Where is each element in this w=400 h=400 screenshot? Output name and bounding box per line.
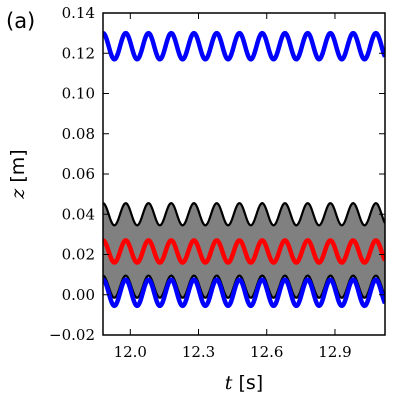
x-tick-label: 12.3 xyxy=(182,343,215,361)
y-axis-variable: z xyxy=(7,188,29,200)
x-axis-unit: [s] xyxy=(232,372,263,394)
y-tick-label: −0.02 xyxy=(49,326,95,344)
x-tick-label: 12.0 xyxy=(114,343,147,361)
x-axis-variable: t xyxy=(225,372,233,394)
y-tick-label: 0.14 xyxy=(62,4,95,22)
y-axis-title: z [m] xyxy=(7,149,29,199)
y-tick-label: 0.08 xyxy=(62,125,95,143)
y-tick-label: 0.10 xyxy=(62,85,95,103)
panel-label: (a) xyxy=(6,9,35,33)
series-line-1 xyxy=(103,30,385,62)
series-line-3 xyxy=(103,277,385,309)
x-axis-title: t [s] xyxy=(225,372,263,394)
axis-ticks: 12.0 12.3 12.6 12.9 −0.02 0.00 0.02 0.04 0.06 0.0… xyxy=(49,4,385,361)
y-tick-label: 0.12 xyxy=(62,44,95,62)
band-upper-edge xyxy=(103,202,385,227)
y-tick-label: 0.02 xyxy=(62,246,95,264)
y-axis-unit: [m] xyxy=(7,149,29,188)
series-line-2 xyxy=(103,238,385,265)
y-tick-label: 0.04 xyxy=(62,205,95,223)
y-tick-label: 0.00 xyxy=(62,286,95,304)
plot-area xyxy=(103,30,385,309)
y-tick-label: 0.06 xyxy=(62,165,95,183)
x-tick-label: 12.9 xyxy=(318,343,351,361)
x-tick-label: 12.6 xyxy=(250,343,283,361)
